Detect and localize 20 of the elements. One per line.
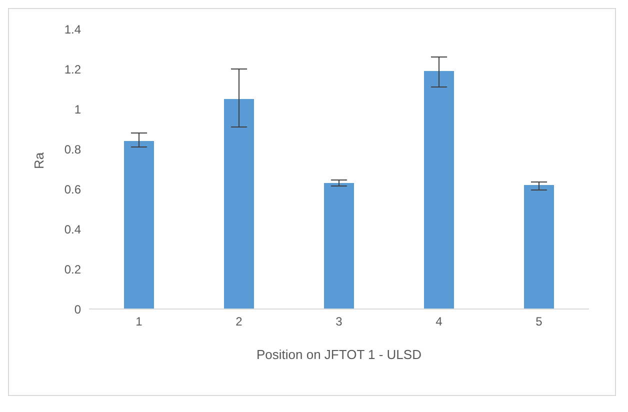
x-tick-label: 1 [136,314,143,329]
x-axis-title: Position on JFTOT 1 - ULSD [256,347,422,362]
x-tick-label: 2 [236,314,243,329]
y-tick-label: 1 [74,102,82,116]
bar [524,185,554,309]
y-tick-label: 1.2 [64,62,82,76]
x-tick-label: 4 [436,314,443,329]
y-tick-label: 0.6 [64,182,82,196]
y-axis-title: Ra [32,152,47,169]
y-tick-label: 0 [74,302,82,316]
bar [124,141,154,309]
bar [224,99,254,309]
bar [324,183,354,309]
y-tick-label: 0.2 [64,262,82,276]
x-tick-label: 3 [336,314,343,329]
y-tick-label: 0.8 [64,142,82,156]
y-tick-label: 0.4 [64,222,82,236]
y-tick-label: 1.4 [64,22,82,36]
bar [424,71,454,309]
x-tick-label: 5 [536,314,543,329]
